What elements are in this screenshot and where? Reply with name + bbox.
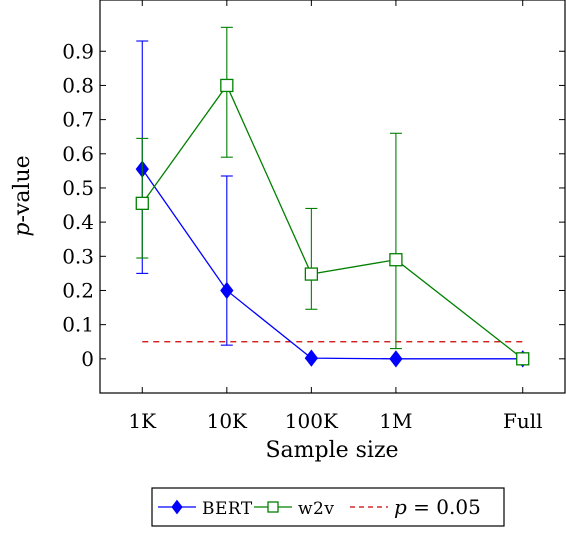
legend: BERT w2v p = 0.05: [151, 487, 505, 527]
legend-label: w2v: [298, 499, 334, 519]
y-tick-label: 0: [81, 347, 94, 371]
legend-label: p = 0.05: [394, 495, 481, 519]
y-tick-label: 0.1: [62, 313, 94, 337]
data-point: [220, 78, 234, 93]
y-tick-label: 0.6: [62, 142, 94, 166]
data-point: [135, 196, 149, 210]
x-ticks: 1K 10K 100K 1M Full: [128, 0, 543, 433]
plot-frame: [99, 0, 566, 394]
data-point: [220, 281, 234, 300]
x-tick-label: Full: [503, 409, 543, 433]
data-point: [389, 253, 403, 267]
series-w2v: [135, 26, 530, 366]
legend-marker: [171, 499, 183, 515]
y-tick-label: 0.2: [62, 278, 94, 302]
y-tick-label: 0.4: [62, 210, 94, 234]
y-tick-label: 0.3: [62, 244, 94, 268]
y-ticks: 0 0.1 0.2 0.3 0.4 0.5 0.6 0.7 0.8 0.9: [62, 39, 565, 371]
x-tick-label: 100K: [285, 409, 339, 433]
series-line: [141, 168, 523, 360]
y-axis-label: p-value: [10, 155, 35, 236]
x-tick-label: 10K: [207, 409, 248, 433]
x-axis-label: Sample size: [265, 438, 398, 463]
y-tick-label: 0.9: [62, 39, 94, 63]
series-layer: [135, 26, 530, 368]
legend-box: [151, 487, 505, 527]
data-point: [516, 352, 530, 366]
data-point: [389, 350, 403, 368]
y-tick-label: 0.5: [62, 176, 94, 200]
x-tick-label: 1K: [128, 409, 157, 433]
data-point: [304, 349, 318, 367]
data-point: [304, 267, 319, 281]
series-line: [141, 84, 524, 360]
y-tick-label: 0.8: [62, 73, 94, 97]
x-tick-label: 1M: [379, 409, 412, 433]
legend-label: BERT: [202, 499, 253, 519]
y-tick-label: 0.7: [62, 108, 94, 132]
legend-marker: [267, 501, 279, 513]
legend-items: BERT w2v p = 0.05: [158, 495, 481, 519]
